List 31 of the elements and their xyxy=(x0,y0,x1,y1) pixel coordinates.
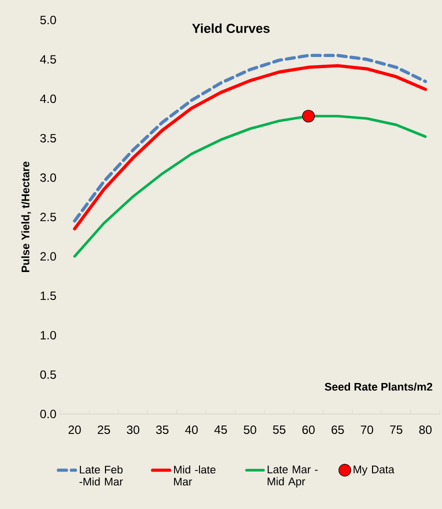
y-tick-label: 1.0 xyxy=(40,330,56,340)
x-tick-label: 45 xyxy=(214,426,227,434)
legend-label: My Data xyxy=(354,466,394,476)
y-tick-label: 3.0 xyxy=(40,173,56,182)
legend-label: Late Feb -Mid Mar xyxy=(80,465,123,486)
y-tick-label: 4.5 xyxy=(40,55,56,64)
y-tick-label: 2.5 xyxy=(40,212,56,222)
x-tick-label: 40 xyxy=(185,426,198,434)
y-tick-label: 4.0 xyxy=(40,94,56,104)
x-axis-title: Seed Rate Plants/m2 xyxy=(324,382,432,391)
x-tick-label: 65 xyxy=(332,426,344,434)
x-tick-label: 80 xyxy=(419,426,432,434)
x-tick-label: 55 xyxy=(273,426,286,434)
legend-label: Mid -late Mar xyxy=(174,465,216,486)
x-tick-label: 35 xyxy=(156,426,168,434)
chart-title: Yield Curves xyxy=(192,23,270,33)
y-tick-label: 5.0 xyxy=(40,16,56,24)
x-tick-label: 75 xyxy=(390,426,402,434)
legend-label: Late Mar - Mid Apr xyxy=(268,466,318,488)
x-tick-label: 50 xyxy=(244,426,256,434)
y-tick-label: 1.5 xyxy=(40,292,56,300)
y-tick-label: 2.0 xyxy=(40,252,56,261)
x-tick-label: 30 xyxy=(126,426,140,434)
x-tick-label: 25 xyxy=(98,426,110,434)
y-tick-label: 0.0 xyxy=(40,410,56,418)
x-tick-label: 20 xyxy=(68,426,81,434)
y-axis-title: Pulse Yield, t/Hectare xyxy=(21,162,31,272)
y-tick-label: 3.5 xyxy=(40,134,56,142)
y-tick-label: 0.5 xyxy=(40,370,56,379)
x-tick-label: 60 xyxy=(302,426,315,434)
x-tick-label: 70 xyxy=(360,426,374,434)
